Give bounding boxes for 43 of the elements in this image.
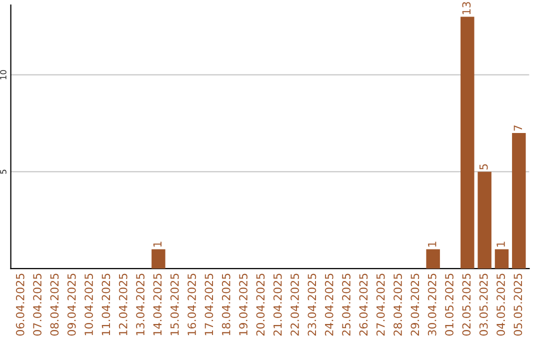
bar bbox=[512, 132, 526, 269]
x-tick-label: 11.04.2025 bbox=[102, 274, 110, 336]
x-tick-label: 14.04.2025 bbox=[153, 274, 162, 336]
data-label: 1 bbox=[496, 242, 505, 247]
y-tick-label: 10 bbox=[0, 70, 6, 80]
x-tick-label: 02.05.2025 bbox=[462, 274, 471, 336]
x-tick-label: 05.05.2025 bbox=[514, 274, 522, 336]
x-tick-label: 19.04.2025 bbox=[239, 274, 248, 336]
data-label: 1 bbox=[428, 242, 436, 247]
x-tick-label: 21.04.2025 bbox=[273, 274, 282, 336]
x-tick-label: 03.05.2025 bbox=[479, 274, 488, 336]
data-label: 13 bbox=[462, 2, 471, 14]
bar bbox=[494, 249, 509, 269]
x-tick-label: 13.04.2025 bbox=[136, 274, 144, 336]
x-tick-label: 27.04.2025 bbox=[376, 274, 385, 336]
x-tick-label: 26.04.2025 bbox=[359, 274, 368, 336]
x-tick-label: 15.04.2025 bbox=[170, 274, 179, 336]
x-tick-label: 10.04.2025 bbox=[84, 274, 93, 336]
bar bbox=[478, 172, 492, 269]
x-tick-label: 29.04.2025 bbox=[410, 274, 420, 336]
bar bbox=[460, 16, 474, 269]
x-tick-label: 28.04.2025 bbox=[394, 274, 402, 336]
x-tick-label: 25.04.2025 bbox=[342, 274, 350, 336]
x-tick-label: 30.04.2025 bbox=[428, 274, 436, 336]
x-tick-label: 07.04.2025 bbox=[33, 274, 42, 336]
x-tick-label: 09.04.2025 bbox=[67, 274, 76, 336]
bar bbox=[426, 249, 440, 269]
x-tick-label: 12.04.2025 bbox=[118, 274, 128, 336]
x-tick-label: 24.04.2025 bbox=[324, 274, 334, 336]
x-tick-label: 22.04.2025 bbox=[290, 274, 299, 336]
data-label: 1 bbox=[153, 242, 162, 247]
x-tick-label: 17.04.2025 bbox=[204, 274, 214, 336]
bar bbox=[152, 249, 166, 269]
x-tick-label: 04.05.2025 bbox=[496, 274, 505, 336]
x-tick-label: 01.05.2025 bbox=[445, 274, 454, 336]
data-label: 5 bbox=[480, 164, 488, 170]
x-tick-label: 16.04.2025 bbox=[188, 274, 196, 336]
x-tick-label: 20.04.2025 bbox=[256, 274, 265, 336]
x-tick-label: 08.04.2025 bbox=[50, 274, 59, 336]
x-tick-label: 18.04.2025 bbox=[222, 274, 230, 336]
x-tick-label: 06.04.2025 bbox=[16, 274, 24, 336]
x-tick-label: 23.04.2025 bbox=[308, 274, 316, 336]
data-label: 7 bbox=[514, 125, 522, 131]
